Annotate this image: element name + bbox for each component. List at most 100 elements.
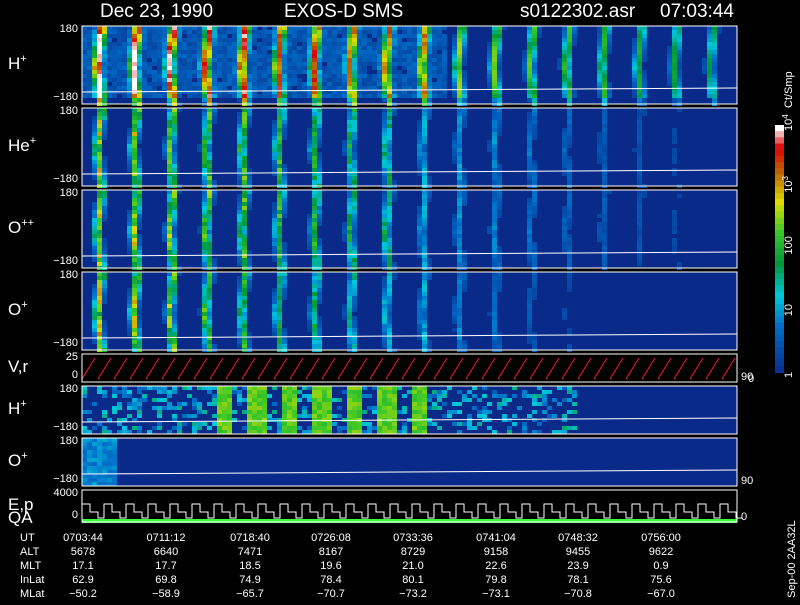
heatmap-cell xyxy=(352,394,357,398)
heatmap-cell xyxy=(712,26,717,30)
heatmap-cell xyxy=(102,206,107,210)
heatmap-cell xyxy=(442,74,447,78)
heatmap-cell xyxy=(272,332,277,336)
heatmap-cell xyxy=(407,86,412,90)
heatmap-cell xyxy=(602,180,607,184)
heatmap-cell xyxy=(392,430,397,434)
heatmap-cell xyxy=(137,272,142,276)
heatmap-cell xyxy=(212,62,217,66)
panel-background xyxy=(82,438,737,486)
heatmap-cell xyxy=(677,78,682,82)
heatmap-cell xyxy=(257,430,262,434)
heatmap-cell xyxy=(192,46,197,50)
heatmap-cell xyxy=(352,132,357,136)
heatmap-cell xyxy=(427,26,432,30)
heatmap-cell xyxy=(527,54,532,58)
heatmap-cell xyxy=(497,272,502,276)
heatmap-cell xyxy=(232,30,237,34)
heatmap-cell xyxy=(202,222,207,226)
heatmap-cell xyxy=(247,344,252,348)
heatmap-cell xyxy=(282,124,287,128)
heatmap-cell xyxy=(382,54,387,58)
heatmap-cell xyxy=(272,34,277,38)
heatmap-cell xyxy=(212,198,217,202)
heatmap-cell xyxy=(92,296,97,300)
heatmap-cell xyxy=(222,70,227,74)
heatmap-cell xyxy=(457,78,462,82)
heatmap-cell xyxy=(387,394,392,398)
heatmap-cell xyxy=(207,156,212,160)
heatmap-cell xyxy=(172,332,177,336)
heatmap-cell xyxy=(242,90,247,94)
heatmap-cell xyxy=(492,262,497,266)
heatmap-cell xyxy=(327,34,332,38)
heatmap-cell xyxy=(152,26,157,30)
ephemeris-value: 5678 xyxy=(71,546,95,558)
heatmap-cell xyxy=(527,304,532,308)
ephemeris-value: 79.8 xyxy=(485,574,506,586)
heatmap-cell xyxy=(317,324,322,328)
heatmap-cell xyxy=(247,202,252,206)
heatmap-cell xyxy=(377,426,382,430)
heatmap-cell xyxy=(317,82,322,86)
heatmap-cell xyxy=(637,108,642,112)
heatmap-cell xyxy=(372,74,377,78)
heatmap-cell xyxy=(497,210,502,214)
heatmap-cell xyxy=(257,422,262,426)
heatmap-cell xyxy=(567,238,572,242)
heatmap-cell xyxy=(567,156,572,160)
heatmap-cell xyxy=(492,276,497,280)
heatmap-cell xyxy=(127,136,132,140)
heatmap-cell xyxy=(282,206,287,210)
heatmap-cell xyxy=(402,30,407,34)
colorbar-segment xyxy=(775,137,784,145)
heatmap-cell xyxy=(387,316,392,320)
heatmap-cell xyxy=(382,164,387,168)
heatmap-cell xyxy=(322,430,327,434)
heatmap-cell xyxy=(712,70,717,74)
y-tick-bottom: −180 xyxy=(53,91,78,103)
heatmap-cell xyxy=(382,426,387,430)
heatmap-cell xyxy=(602,66,607,70)
heatmap-cell xyxy=(142,62,147,66)
heatmap-cell xyxy=(352,336,357,340)
heatmap-cell xyxy=(267,426,272,430)
heatmap-cell xyxy=(532,394,537,398)
heatmap-cell xyxy=(337,38,342,42)
heatmap-cell xyxy=(202,124,207,128)
heatmap-cell xyxy=(642,108,647,112)
heatmap-cell xyxy=(237,292,242,296)
heatmap-cell xyxy=(597,160,602,164)
heatmap-cell xyxy=(382,206,387,210)
heatmap-cell xyxy=(452,308,457,312)
heatmap-cell xyxy=(457,276,462,280)
heatmap-cell xyxy=(292,26,297,30)
heatmap-cell xyxy=(197,82,202,86)
heatmap-cell xyxy=(227,426,232,430)
heatmap-cell xyxy=(162,30,167,34)
heatmap-cell xyxy=(137,324,142,328)
heatmap-cell xyxy=(92,474,97,478)
heatmap-cell xyxy=(567,344,572,348)
heatmap-cell xyxy=(487,78,492,82)
heatmap-cell xyxy=(197,34,202,38)
heatmap-cell xyxy=(362,410,367,414)
heatmap-cell xyxy=(287,38,292,42)
heatmap-cell xyxy=(242,320,247,324)
heatmap-cell xyxy=(547,390,552,394)
heatmap-cell xyxy=(492,50,497,54)
heatmap-cell xyxy=(132,82,137,86)
heatmap-cell xyxy=(172,176,177,180)
heatmap-cell xyxy=(437,86,442,90)
heatmap-cell xyxy=(297,78,302,82)
heatmap-cell xyxy=(367,394,372,398)
heatmap-cell xyxy=(387,344,392,348)
heatmap-cell xyxy=(132,402,137,406)
heatmap-cell xyxy=(132,276,137,280)
heatmap-cell xyxy=(202,304,207,308)
heatmap-cell xyxy=(307,58,312,62)
panel-label: V,r xyxy=(8,357,29,376)
heatmap-cell xyxy=(417,288,422,292)
heatmap-cell xyxy=(712,82,717,86)
heatmap-cell xyxy=(392,66,397,70)
